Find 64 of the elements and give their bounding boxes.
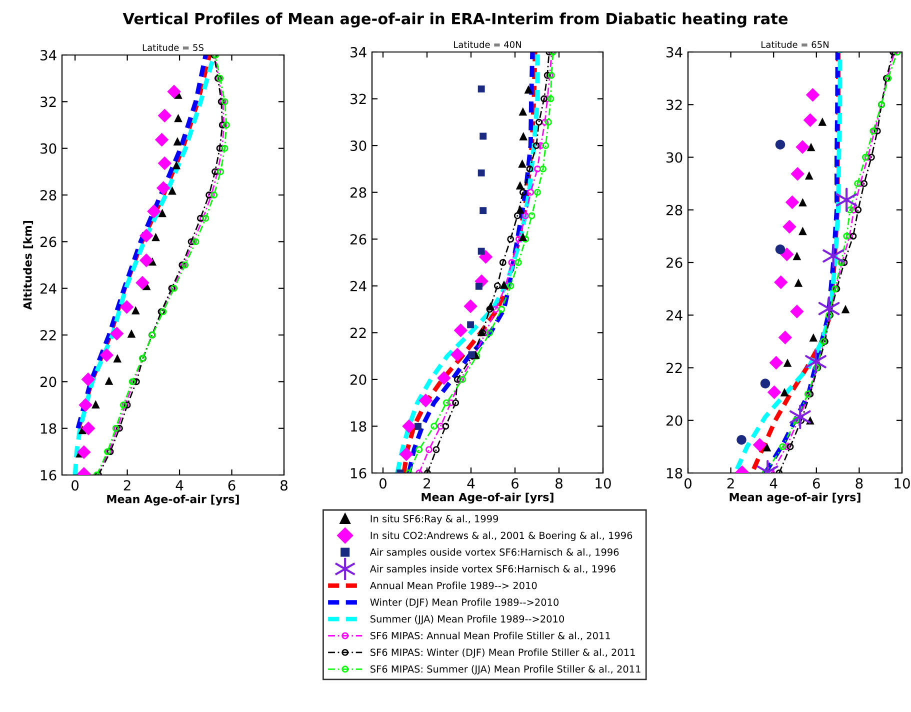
y-tick-label: 34 bbox=[666, 46, 682, 58]
y-tick-label: 26 bbox=[40, 236, 56, 248]
y-tick-label: 16 bbox=[350, 468, 366, 478]
y-tick-label: 26 bbox=[666, 257, 682, 268]
y-tick-label: 24 bbox=[350, 280, 366, 292]
y-tick-label: 28 bbox=[40, 190, 56, 200]
y-tick-label: 22 bbox=[666, 362, 682, 374]
chart-subtitle: Latitude = 65N bbox=[762, 40, 828, 48]
x-axis-title: Mean Age-of-air [yrs] bbox=[107, 494, 239, 506]
x-tick-label: 8 bbox=[556, 478, 562, 489]
y-tick-label: 20 bbox=[40, 376, 56, 388]
y-tick-label: 24 bbox=[666, 310, 682, 320]
x-tick-label: 6 bbox=[228, 480, 236, 491]
y-tick-label: 16 bbox=[40, 470, 56, 480]
x-tick-label: 0 bbox=[379, 478, 386, 489]
y-tick-label: 34 bbox=[40, 50, 56, 60]
legend-label: SF6 MIPAS: Summer (JJA) Mean Profile Stiller & al., 2011 bbox=[370, 665, 640, 675]
y-axis-title: Altitudes [km] bbox=[23, 221, 34, 310]
legend-label: In situ CO2:Andrews & al., 2001 & Boering & al., 1996 bbox=[370, 532, 632, 541]
legend-label: Summer (JJA) Mean Profile 1989-->2010 bbox=[370, 615, 564, 624]
legend-label: SF6 MIPAS: Annual Mean Profile Stiller & al., 2011 bbox=[370, 632, 610, 640]
x-axis-title: Mean Age-of-air [yrs] bbox=[422, 492, 554, 504]
x-tick-label: 10 bbox=[596, 478, 611, 489]
y-tick-label: 32 bbox=[666, 100, 682, 110]
x-tick-label: 2 bbox=[727, 478, 734, 488]
y-tick-label: 20 bbox=[350, 374, 366, 385]
legend-label: In situ SF6:Ray & al., 1999 bbox=[370, 514, 498, 524]
y-tick-label: 34 bbox=[350, 46, 366, 58]
x-tick-label: 10 bbox=[894, 478, 910, 489]
x-tick-label: 2 bbox=[124, 480, 130, 490]
x-tick-label: 0 bbox=[72, 480, 79, 491]
legend-label: SF6 MIPAS: Winter (DJF) Mean Profile Stiller & al., 2011 bbox=[370, 648, 635, 658]
legend-label: Air samples inside vortex SF6:Harnisch & al., 1996 bbox=[370, 564, 616, 574]
y-tick-label: 32 bbox=[40, 96, 56, 108]
y-tick-label: 20 bbox=[666, 415, 682, 426]
y-tick-label: 30 bbox=[350, 140, 366, 152]
legend-label: Air samples ouside vortex SF6:Harnisch & al., 1996 bbox=[370, 548, 619, 558]
y-tick-label: 18 bbox=[666, 468, 682, 478]
y-tick-label: 26 bbox=[350, 234, 366, 245]
legend-label: Winter (DJF) Mean Profile 1989-->2010 bbox=[370, 598, 559, 608]
x-tick-label: 6 bbox=[812, 478, 820, 489]
y-tick-label: 22 bbox=[350, 328, 366, 338]
x-tick-label: 8 bbox=[856, 478, 863, 489]
x-axis-title: Mean age-of-air [yrs] bbox=[730, 492, 860, 504]
y-tick-label: 18 bbox=[40, 423, 56, 434]
y-tick-label: 30 bbox=[40, 143, 56, 154]
y-tick-label: 30 bbox=[666, 152, 682, 163]
y-tick-label: 32 bbox=[350, 94, 366, 104]
y-tick-label: 22 bbox=[40, 330, 56, 340]
y-tick-label: 18 bbox=[350, 421, 366, 432]
y-tick-label: 28 bbox=[666, 204, 682, 216]
y-tick-label: 24 bbox=[40, 283, 56, 294]
chart-subtitle: Latitude = 40N bbox=[454, 40, 521, 48]
chart-subtitle: Latitude = 5S bbox=[142, 44, 204, 51]
legend-label: Annual Mean Profile 1989--> 2010 bbox=[370, 582, 537, 590]
x-tick-label: 4 bbox=[770, 478, 778, 488]
x-tick-label: 6 bbox=[512, 478, 519, 489]
x-tick-label: 2 bbox=[424, 478, 430, 488]
y-tick-label: 28 bbox=[350, 187, 366, 198]
x-tick-label: 4 bbox=[467, 478, 475, 488]
x-tick-label: 0 bbox=[684, 478, 692, 489]
x-tick-label: 4 bbox=[176, 480, 184, 490]
x-tick-label: 8 bbox=[280, 480, 288, 491]
text: Vertical Profiles of Mean age-of-air in ERA-Interim from Diabatic heating rate bbox=[122, 12, 788, 28]
